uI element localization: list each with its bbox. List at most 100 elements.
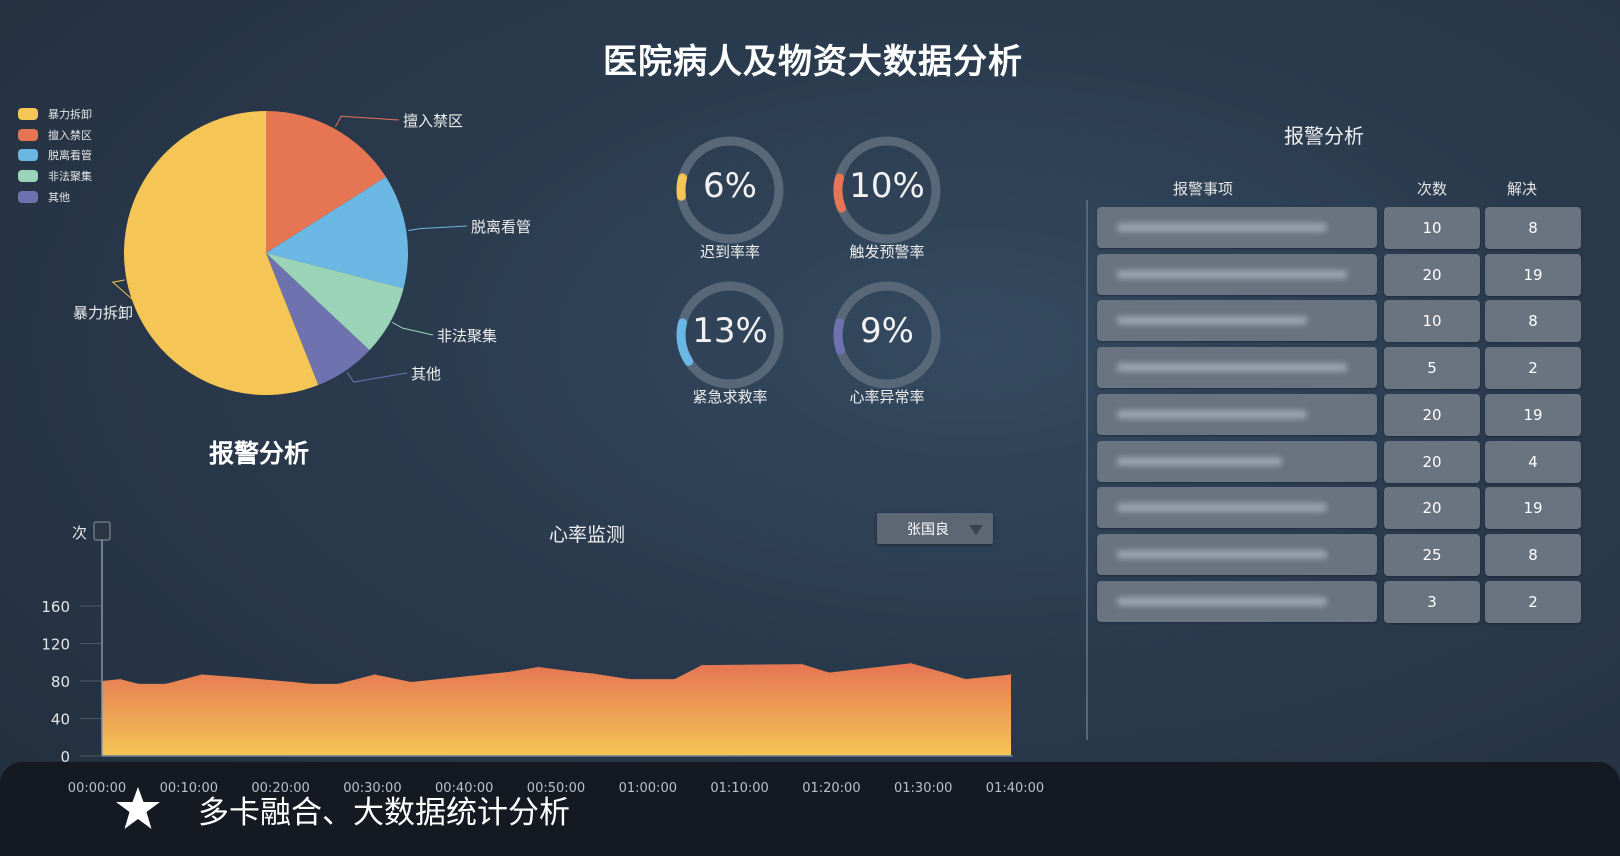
alarm-item-cell[interactable] <box>1097 440 1377 482</box>
table-divider <box>1086 200 1088 740</box>
y-tick-label: 80 <box>51 673 70 691</box>
y-tick-label: 160 <box>41 598 70 616</box>
data-point <box>492 673 494 674</box>
data-point <box>910 662 912 664</box>
legend-item[interactable]: 脱离看管 <box>18 147 92 163</box>
page-title: 医院病人及物资大数据分析 <box>603 42 1023 82</box>
redacted-text <box>1117 223 1327 232</box>
pie-slice[interactable] <box>123 111 319 395</box>
y-tick-label: 120 <box>41 636 70 654</box>
pie-slice[interactable] <box>266 176 408 289</box>
legend-item[interactable]: 擅入禁区 <box>18 127 92 143</box>
alarm-item-cell[interactable] <box>1097 253 1377 295</box>
data-point <box>201 673 203 675</box>
redacted-text <box>1117 596 1327 606</box>
gauge-progress-arc <box>676 318 694 366</box>
x-tick-label: 00:50:00 <box>527 781 585 796</box>
star-icon <box>116 787 160 829</box>
data-point <box>237 676 239 678</box>
pie-leader-line <box>408 225 468 231</box>
pie-leader-line <box>391 321 434 336</box>
alarm-item-cell[interactable] <box>1097 300 1377 342</box>
x-tick-label: 01:40:00 <box>986 781 1044 796</box>
redacted-text <box>1117 549 1327 559</box>
legend-swatch <box>18 149 38 162</box>
gauge-progress-arc <box>676 173 688 201</box>
redacted-text <box>1117 269 1347 279</box>
alarm-item-cell[interactable] <box>1097 393 1377 435</box>
data-point <box>137 683 139 685</box>
gauge-value: 9% <box>860 311 914 351</box>
count-cell: 25 <box>1384 533 1480 576</box>
count-cell: 10 <box>1384 207 1480 249</box>
solved-cell: 2 <box>1485 347 1581 390</box>
pie-slice[interactable] <box>266 253 404 351</box>
x-tick-label: 01:10:00 <box>710 781 768 796</box>
count-cell: 10 <box>1384 300 1480 343</box>
y-tick-label: 40 <box>51 711 70 729</box>
solved-cell: 19 <box>1485 487 1581 530</box>
person-select-value: 张国良 <box>907 521 949 538</box>
x-tick-label: 00:40:00 <box>435 781 493 796</box>
data-point <box>828 672 830 674</box>
header-count: 次数 <box>1416 180 1447 198</box>
gauge-progress-arc <box>833 318 845 355</box>
redacted-text <box>1117 456 1282 466</box>
data-point <box>537 666 539 668</box>
gauges <box>676 136 941 389</box>
data-point <box>701 664 703 666</box>
alarm-item-cell[interactable] <box>1097 533 1377 575</box>
alarm-item-cell[interactable] <box>1097 207 1377 248</box>
data-point <box>1010 673 1012 675</box>
pie-slice[interactable] <box>266 253 370 386</box>
legend-swatch <box>18 108 38 120</box>
data-point <box>119 678 121 680</box>
gauge-progress-arc <box>833 173 846 213</box>
gauge-label: 触发预警率 <box>849 243 925 261</box>
redacted-text <box>1117 363 1347 373</box>
y-tick-label: 0 <box>60 748 70 766</box>
redacted-text <box>1117 409 1307 419</box>
person-select[interactable]: 张国良 <box>877 513 993 544</box>
data-point <box>674 678 676 680</box>
pie-leader-line <box>346 371 408 383</box>
legend-item[interactable]: 暴力拆卸 <box>18 106 92 122</box>
gauge-label: 迟到率率 <box>699 243 760 261</box>
data-point <box>337 683 339 685</box>
x-tick-label: 01:20:00 <box>802 781 860 796</box>
legend-label: 其他 <box>48 190 70 204</box>
data-point <box>410 681 412 683</box>
pie-leader-line <box>334 115 400 128</box>
solved-cell: 8 <box>1485 207 1581 249</box>
count-cell: 20 <box>1384 487 1480 530</box>
gauge-label: 心率异常率 <box>849 388 925 406</box>
pie-label: 暴力拆卸 <box>73 304 134 322</box>
pie-label: 非法聚集 <box>437 327 498 345</box>
axis-handle[interactable] <box>93 521 111 541</box>
count-cell: 20 <box>1384 253 1480 296</box>
solved-cell: 2 <box>1485 580 1581 623</box>
count-cell: 5 <box>1384 347 1480 390</box>
redacted-text <box>1117 503 1327 513</box>
data-point <box>574 671 576 673</box>
alarm-item-cell[interactable] <box>1097 347 1377 389</box>
legend-item[interactable]: 其他 <box>18 189 70 205</box>
legend-item[interactable]: 非法聚集 <box>18 168 92 184</box>
pie-label: 擅入禁区 <box>403 112 464 130</box>
alarm-item-cell[interactable] <box>1097 580 1377 622</box>
banner-text: 多卡融合、大数据统计分析 <box>198 795 570 831</box>
alarm-table-title: 报警分析 <box>1284 124 1364 148</box>
pie-slice[interactable] <box>266 111 386 253</box>
heart-rate-chart: 0 40 80 120 160 次 00:00:00 00:10:00 00:20:00 00:3… <box>41 521 1044 796</box>
redacted-text <box>1117 316 1307 326</box>
count-cell: 3 <box>1384 580 1480 623</box>
chevron-down-icon <box>969 525 983 535</box>
x-tick-label: 00:30:00 <box>343 781 401 796</box>
data-point <box>374 673 376 675</box>
data-point <box>946 673 948 674</box>
x-tick-label: 00:10:00 <box>160 781 218 796</box>
data-point <box>292 681 294 683</box>
alarm-item-cell[interactable] <box>1097 487 1377 529</box>
pie-leader-line <box>111 279 148 313</box>
pie-label: 其他 <box>411 365 442 383</box>
